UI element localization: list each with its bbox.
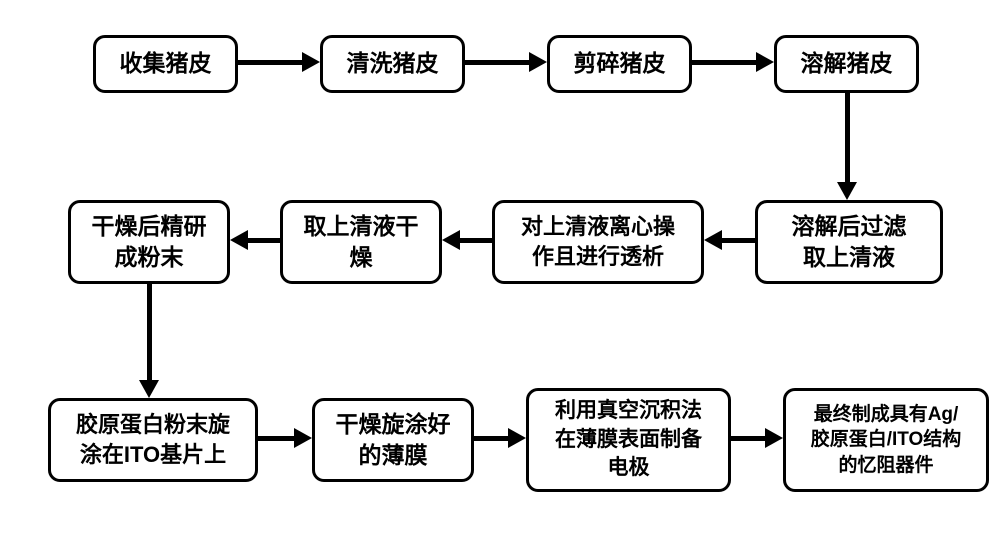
node-label: 干燥后精研 成粉末 bbox=[92, 211, 207, 273]
arrow-head-right-icon bbox=[294, 428, 312, 448]
arrow-head-right-icon bbox=[765, 428, 783, 448]
arrow-line bbox=[845, 93, 850, 184]
node-label: 剪碎猪皮 bbox=[574, 48, 666, 79]
node-label: 清洗猪皮 bbox=[347, 48, 439, 79]
node-label: 收集猪皮 bbox=[120, 48, 212, 79]
node-label: 胶原蛋白粉末旋 涂在ITO基片上 bbox=[76, 410, 230, 469]
flowchart-node-n9: 胶原蛋白粉末旋 涂在ITO基片上 bbox=[48, 398, 258, 482]
flowchart-node-n10: 干燥旋涂好 的薄膜 bbox=[312, 398, 474, 482]
arrow-line bbox=[465, 60, 531, 65]
flowchart-node-n5: 溶解后过滤 取上清液 bbox=[755, 200, 943, 284]
node-label: 取上清液干 燥 bbox=[304, 211, 419, 273]
arrow-head-left-icon bbox=[704, 230, 722, 250]
arrow-line bbox=[474, 436, 510, 441]
flowchart-node-n2: 清洗猪皮 bbox=[320, 35, 465, 93]
node-label: 溶解猪皮 bbox=[801, 48, 893, 79]
flowchart-node-n6: 对上清液离心操 作且进行透析 bbox=[492, 200, 704, 284]
arrow-head-right-icon bbox=[302, 52, 320, 72]
flowchart-node-n8: 干燥后精研 成粉末 bbox=[68, 200, 230, 284]
flowchart-node-n12: 最终制成具有Ag/ 胶原蛋白/ITO结构 的忆阻器件 bbox=[783, 388, 989, 492]
node-label: 利用真空沉积法 在薄膜表面制备 电极 bbox=[555, 397, 702, 482]
flowchart-node-n7: 取上清液干 燥 bbox=[280, 200, 442, 284]
node-label: 最终制成具有Ag/ 胶原蛋白/ITO结构 的忆阻器件 bbox=[811, 402, 962, 479]
arrow-line bbox=[458, 238, 492, 243]
arrow-head-left-icon bbox=[230, 230, 248, 250]
arrow-line bbox=[246, 238, 280, 243]
node-label: 对上清液离心操 作且进行透析 bbox=[521, 212, 675, 271]
arrow-head-down-icon bbox=[837, 182, 857, 200]
flowchart-node-n1: 收集猪皮 bbox=[93, 35, 238, 93]
arrow-head-down-icon bbox=[139, 380, 159, 398]
flowchart-node-n4: 溶解猪皮 bbox=[774, 35, 919, 93]
node-label: 干燥旋涂好 的薄膜 bbox=[336, 409, 451, 471]
flowchart-node-n3: 剪碎猪皮 bbox=[547, 35, 692, 93]
arrow-line bbox=[258, 436, 296, 441]
arrow-line bbox=[238, 60, 304, 65]
flowchart-node-n11: 利用真空沉积法 在薄膜表面制备 电极 bbox=[526, 388, 731, 492]
arrow-head-right-icon bbox=[529, 52, 547, 72]
arrow-head-left-icon bbox=[442, 230, 460, 250]
arrow-line bbox=[692, 60, 758, 65]
arrow-head-right-icon bbox=[508, 428, 526, 448]
arrow-head-right-icon bbox=[756, 52, 774, 72]
arrow-line bbox=[147, 284, 152, 382]
arrow-line bbox=[720, 238, 755, 243]
node-label: 溶解后过滤 取上清液 bbox=[792, 211, 907, 273]
arrow-line bbox=[731, 436, 767, 441]
